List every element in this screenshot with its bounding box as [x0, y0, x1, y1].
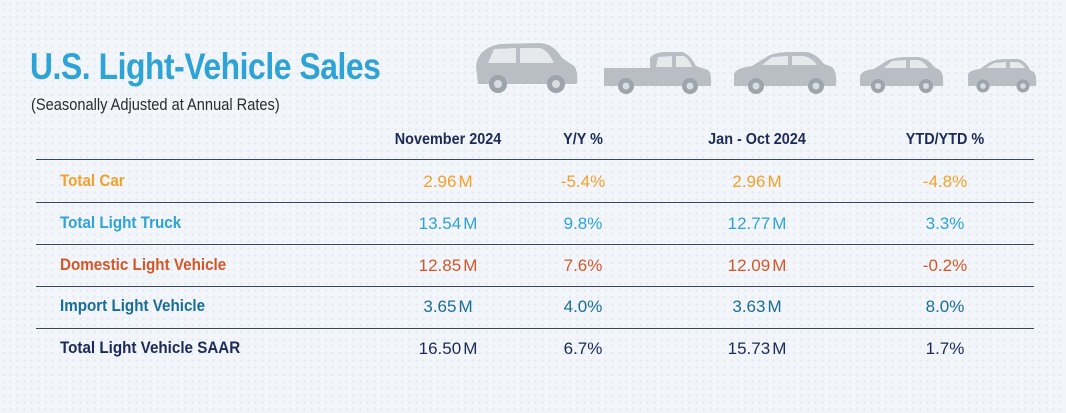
cell-unit: M: [463, 256, 478, 275]
row-label-total-light-vehicle-saar: Total Light Vehicle SAAR: [60, 339, 241, 357]
cell-value: -0.2%: [922, 256, 968, 275]
column-header-jan-oct-2024: Jan - Oct 2024: [708, 131, 806, 148]
cell-value: 6.7%: [563, 339, 603, 358]
row-divider: [36, 286, 1034, 287]
cell-domestic-light-vehicle-november-2024: 12.85 M: [419, 256, 478, 276]
cell-total-car-november-2024: 2.96 M: [423, 172, 472, 192]
vehicle-icons: [476, 43, 1037, 94]
cell-value: 13.54: [418, 214, 462, 233]
cell-total-light-vehicle-saar-y-y: 6.7%: [564, 339, 603, 359]
cell-total-car-jan-oct-2024: 2.96 M: [732, 172, 781, 192]
cell-domestic-light-vehicle-jan-oct-2024: 12.09 M: [728, 256, 787, 276]
cell-value: 12.77: [727, 214, 771, 233]
cell-value: 7.6%: [563, 256, 603, 275]
cell-value: 3.65: [423, 297, 457, 316]
row-label-total-light-truck: Total Light Truck: [60, 214, 182, 232]
cell-import-light-vehicle-ytd-ytd: 8.0%: [926, 297, 965, 317]
row-divider: [36, 328, 1034, 329]
cell-unit: M: [463, 339, 478, 358]
cell-unit: M: [458, 172, 473, 191]
cell-unit: M: [772, 339, 787, 358]
cell-import-light-vehicle-y-y: 4.0%: [564, 297, 603, 317]
row-label-import-light-vehicle: Import Light Vehicle: [60, 297, 206, 315]
row-label-total-car: Total Car: [60, 172, 125, 190]
cell-value: 1.7%: [925, 339, 965, 358]
cell-value: 12.85: [418, 256, 462, 275]
page-subtitle: (Seasonally Adjusted at Annual Rates): [31, 95, 280, 114]
cell-value: 8.0%: [925, 297, 965, 316]
cell-total-light-vehicle-saar-november-2024: 16.50 M: [419, 339, 478, 359]
row-divider: [36, 159, 1034, 160]
cell-total-light-truck-november-2024: 13.54 M: [419, 214, 478, 234]
cell-value: 16.50: [418, 339, 462, 358]
sedan-icon: [734, 52, 837, 94]
cell-unit: M: [772, 256, 787, 275]
cell-unit: M: [463, 214, 478, 233]
hatchback-icon: [968, 59, 1037, 93]
cell-total-car-ytd-ytd: -4.8%: [923, 172, 967, 192]
cell-value: -4.8%: [922, 172, 968, 191]
cell-value: 2.96: [423, 172, 457, 191]
row-label-domestic-light-vehicle: Domestic Light Vehicle: [60, 256, 227, 274]
cell-total-light-truck-ytd-ytd: 3.3%: [926, 214, 965, 234]
cell-value: 15.73: [727, 339, 771, 358]
cell-unit: M: [767, 172, 782, 191]
cell-unit: M: [772, 214, 787, 233]
cell-unit: M: [767, 297, 782, 316]
cell-total-light-vehicle-saar-jan-oct-2024: 15.73 M: [728, 339, 787, 359]
cell-value: 3.63: [732, 297, 766, 316]
column-header-ytd-ytd: YTD/YTD %: [905, 131, 985, 148]
cell-domestic-light-vehicle-ytd-ytd: -0.2%: [923, 256, 967, 276]
cell-value: 2.96: [732, 172, 766, 191]
row-divider: [36, 202, 1034, 203]
cell-value: 4.0%: [563, 297, 603, 316]
cell-domestic-light-vehicle-y-y: 7.6%: [564, 256, 603, 276]
cell-unit: M: [458, 297, 473, 316]
column-header-november-2024: November 2024: [394, 131, 502, 148]
coupe-icon: [860, 57, 944, 93]
cell-value: 9.8%: [563, 214, 603, 233]
cell-total-car-y-y: -5.4%: [561, 172, 605, 192]
page-title: U.S. Light-Vehicle Sales: [30, 46, 381, 87]
cell-total-light-vehicle-saar-ytd-ytd: 1.7%: [926, 339, 965, 359]
pickup-truck-icon: [604, 52, 712, 94]
cell-import-light-vehicle-jan-oct-2024: 3.63 M: [732, 297, 781, 317]
cell-import-light-vehicle-november-2024: 3.65 M: [423, 297, 472, 317]
cell-value: 12.09: [727, 256, 771, 275]
cell-value: -5.4%: [560, 172, 606, 191]
cell-total-light-truck-y-y: 9.8%: [564, 214, 603, 234]
cell-total-light-truck-jan-oct-2024: 12.77 M: [728, 214, 787, 234]
row-divider: [36, 244, 1034, 245]
column-header-y-y: Y/Y %: [563, 131, 603, 148]
minivan-icon: [476, 43, 578, 93]
cell-value: 3.3%: [925, 214, 965, 233]
